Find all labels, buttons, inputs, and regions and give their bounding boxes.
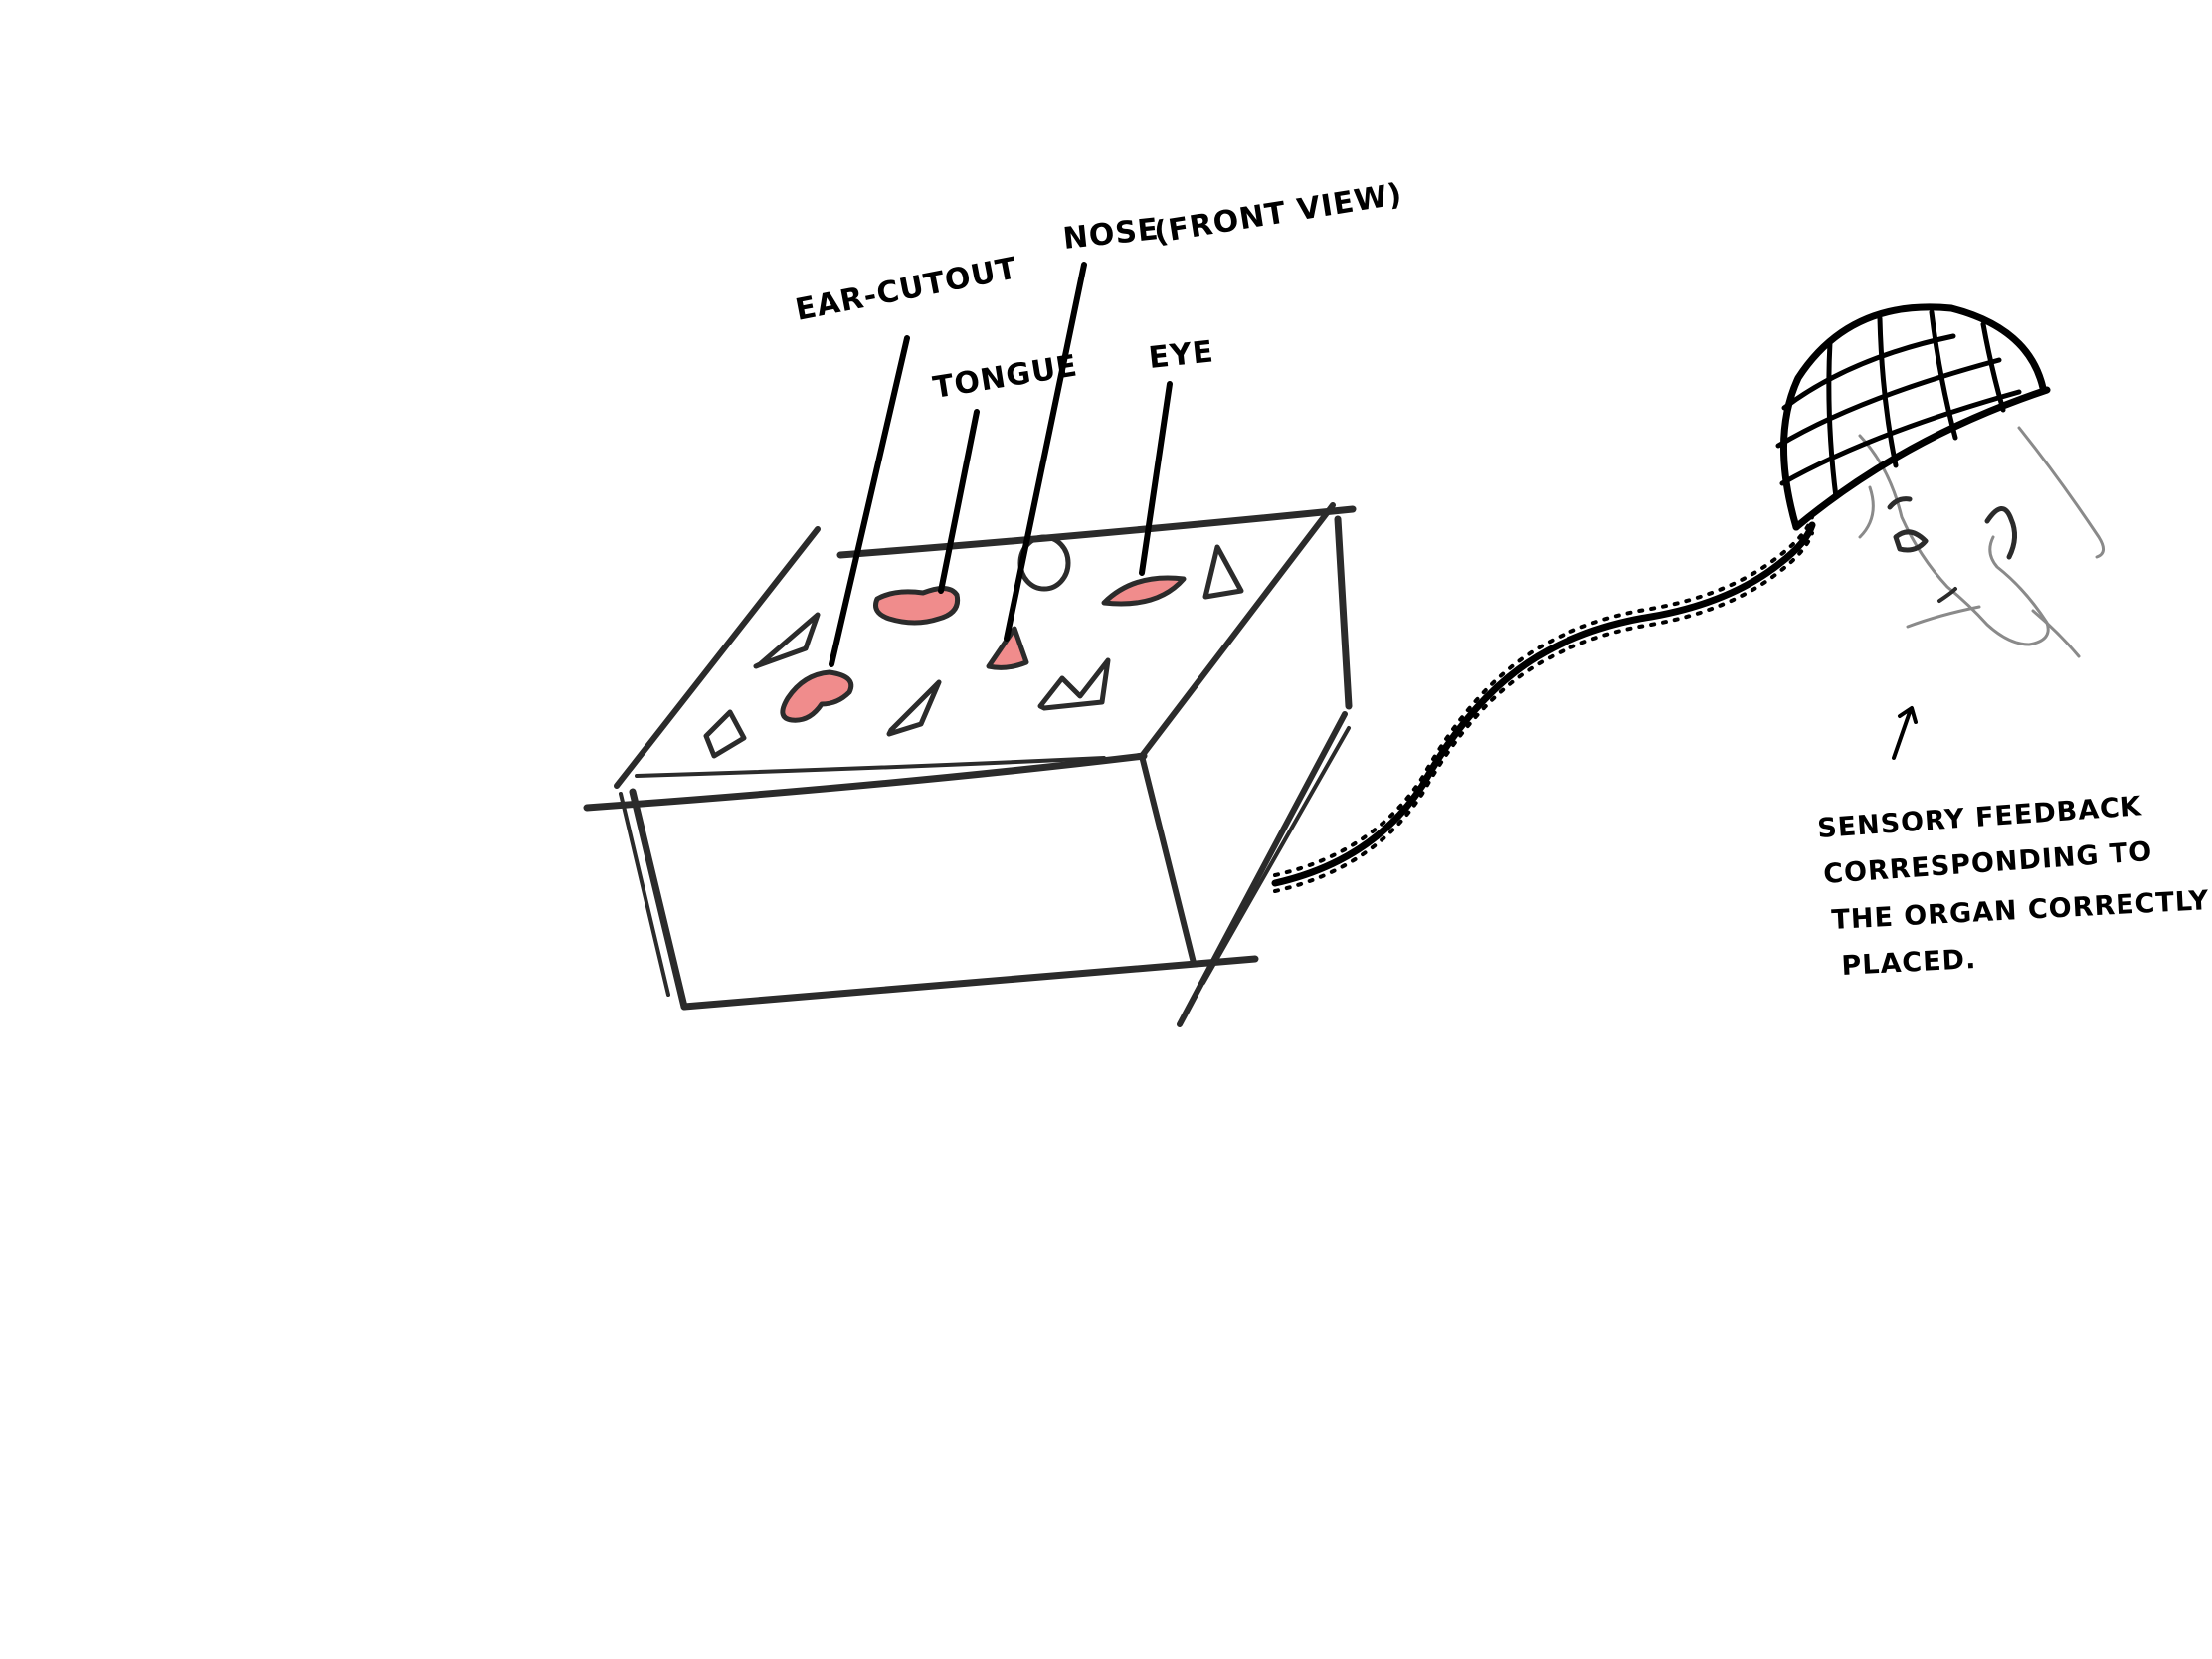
head-back-outline: [2017, 426, 2105, 559]
cutout-parallelogram-left: [753, 612, 821, 669]
head-neck-line: [2031, 609, 2081, 658]
box-front-left-edge: [629, 788, 688, 1011]
head-chin-line: [1906, 605, 1981, 629]
organ-nose-piece: [986, 626, 1029, 670]
box-front-right-edge: [1139, 753, 1197, 966]
organ-tongue-piece: [873, 586, 961, 626]
cable-coil: [1273, 515, 1814, 877]
cap-mesh-v1: [1826, 339, 1839, 500]
head-eye: [1893, 529, 1929, 553]
feedback-note: SENSORY FEEDBACK CORRESPONDING TO THE OR…: [1816, 706, 2210, 982]
box-top-right-edge: [1139, 502, 1336, 759]
leader-line-nose: [1004, 262, 1087, 642]
cutout-diamond-small: [703, 709, 747, 759]
cap-mesh-v4: [1980, 321, 2006, 413]
box-right-top-edge: [1334, 515, 1353, 710]
cable-coil-outer: [1273, 531, 1814, 893]
note-line-3: THE ORGAN CORRECTLY: [1831, 885, 2210, 936]
note-line-4: PLACED.: [1841, 944, 1977, 982]
coiled-cable: [1271, 515, 1816, 893]
head-mouth: [1937, 587, 1957, 603]
leader-line-eye: [1139, 381, 1173, 576]
organ-labels: EAR-CUTOUT TONGUE NOSE (FRONT VIEW) EYE: [793, 177, 1405, 406]
cap-rim: [1792, 386, 2051, 531]
cable-line: [1271, 521, 1816, 887]
box-front-left-edge-sketch: [619, 792, 670, 997]
box-right-bottom-edge-sketch: [1201, 726, 1351, 985]
box-top-back-edge: [836, 505, 1357, 559]
leader-line-tongue: [938, 409, 980, 594]
cap-dome: [1780, 303, 2047, 531]
organ-ear-piece: [780, 669, 854, 723]
organ-eye-piece: [1101, 575, 1187, 607]
box-front-bottom-edge: [680, 955, 1259, 1011]
note-line-2: CORRESPONDING TO: [1822, 836, 2153, 890]
shape-sorter-box: [583, 262, 1357, 1027]
label-ear-cutout: EAR-CUTOUT: [793, 251, 1020, 328]
person-with-sensor-cap: [1775, 303, 2105, 658]
head-ear: [1984, 506, 2017, 560]
cutout-diamond-center: [886, 679, 942, 737]
head-face-outline: [1858, 434, 2050, 646]
label-nose-front-view: (FRONT VIEW): [1152, 177, 1405, 251]
note-arrow-shaft: [1892, 710, 1912, 760]
cap-mesh-h3: [1779, 389, 2022, 486]
note-arrow-head: [1898, 706, 1918, 724]
cutout-circle: [1017, 534, 1071, 592]
head-nose-line: [1858, 485, 1875, 539]
cap-mesh-v2: [1877, 315, 1899, 468]
leader-line-ear: [829, 335, 910, 667]
box-top-front-edge: [583, 752, 1148, 812]
label-nose: NOSE: [1061, 212, 1161, 257]
cap-mesh-v3: [1929, 309, 1958, 441]
cutout-triangle-right: [1202, 544, 1244, 600]
label-eye: EYE: [1147, 334, 1215, 376]
cap-mesh-h2: [1775, 357, 2002, 449]
cap-mesh-h1: [1781, 333, 1956, 411]
head-brow: [1887, 496, 1913, 510]
box-top-left-edge: [614, 526, 821, 789]
cutout-m-shape: [1037, 657, 1111, 711]
box-top-front-edge-sketch: [635, 756, 1106, 778]
note-line-1: SENSORY FEEDBACK: [1816, 791, 2143, 844]
